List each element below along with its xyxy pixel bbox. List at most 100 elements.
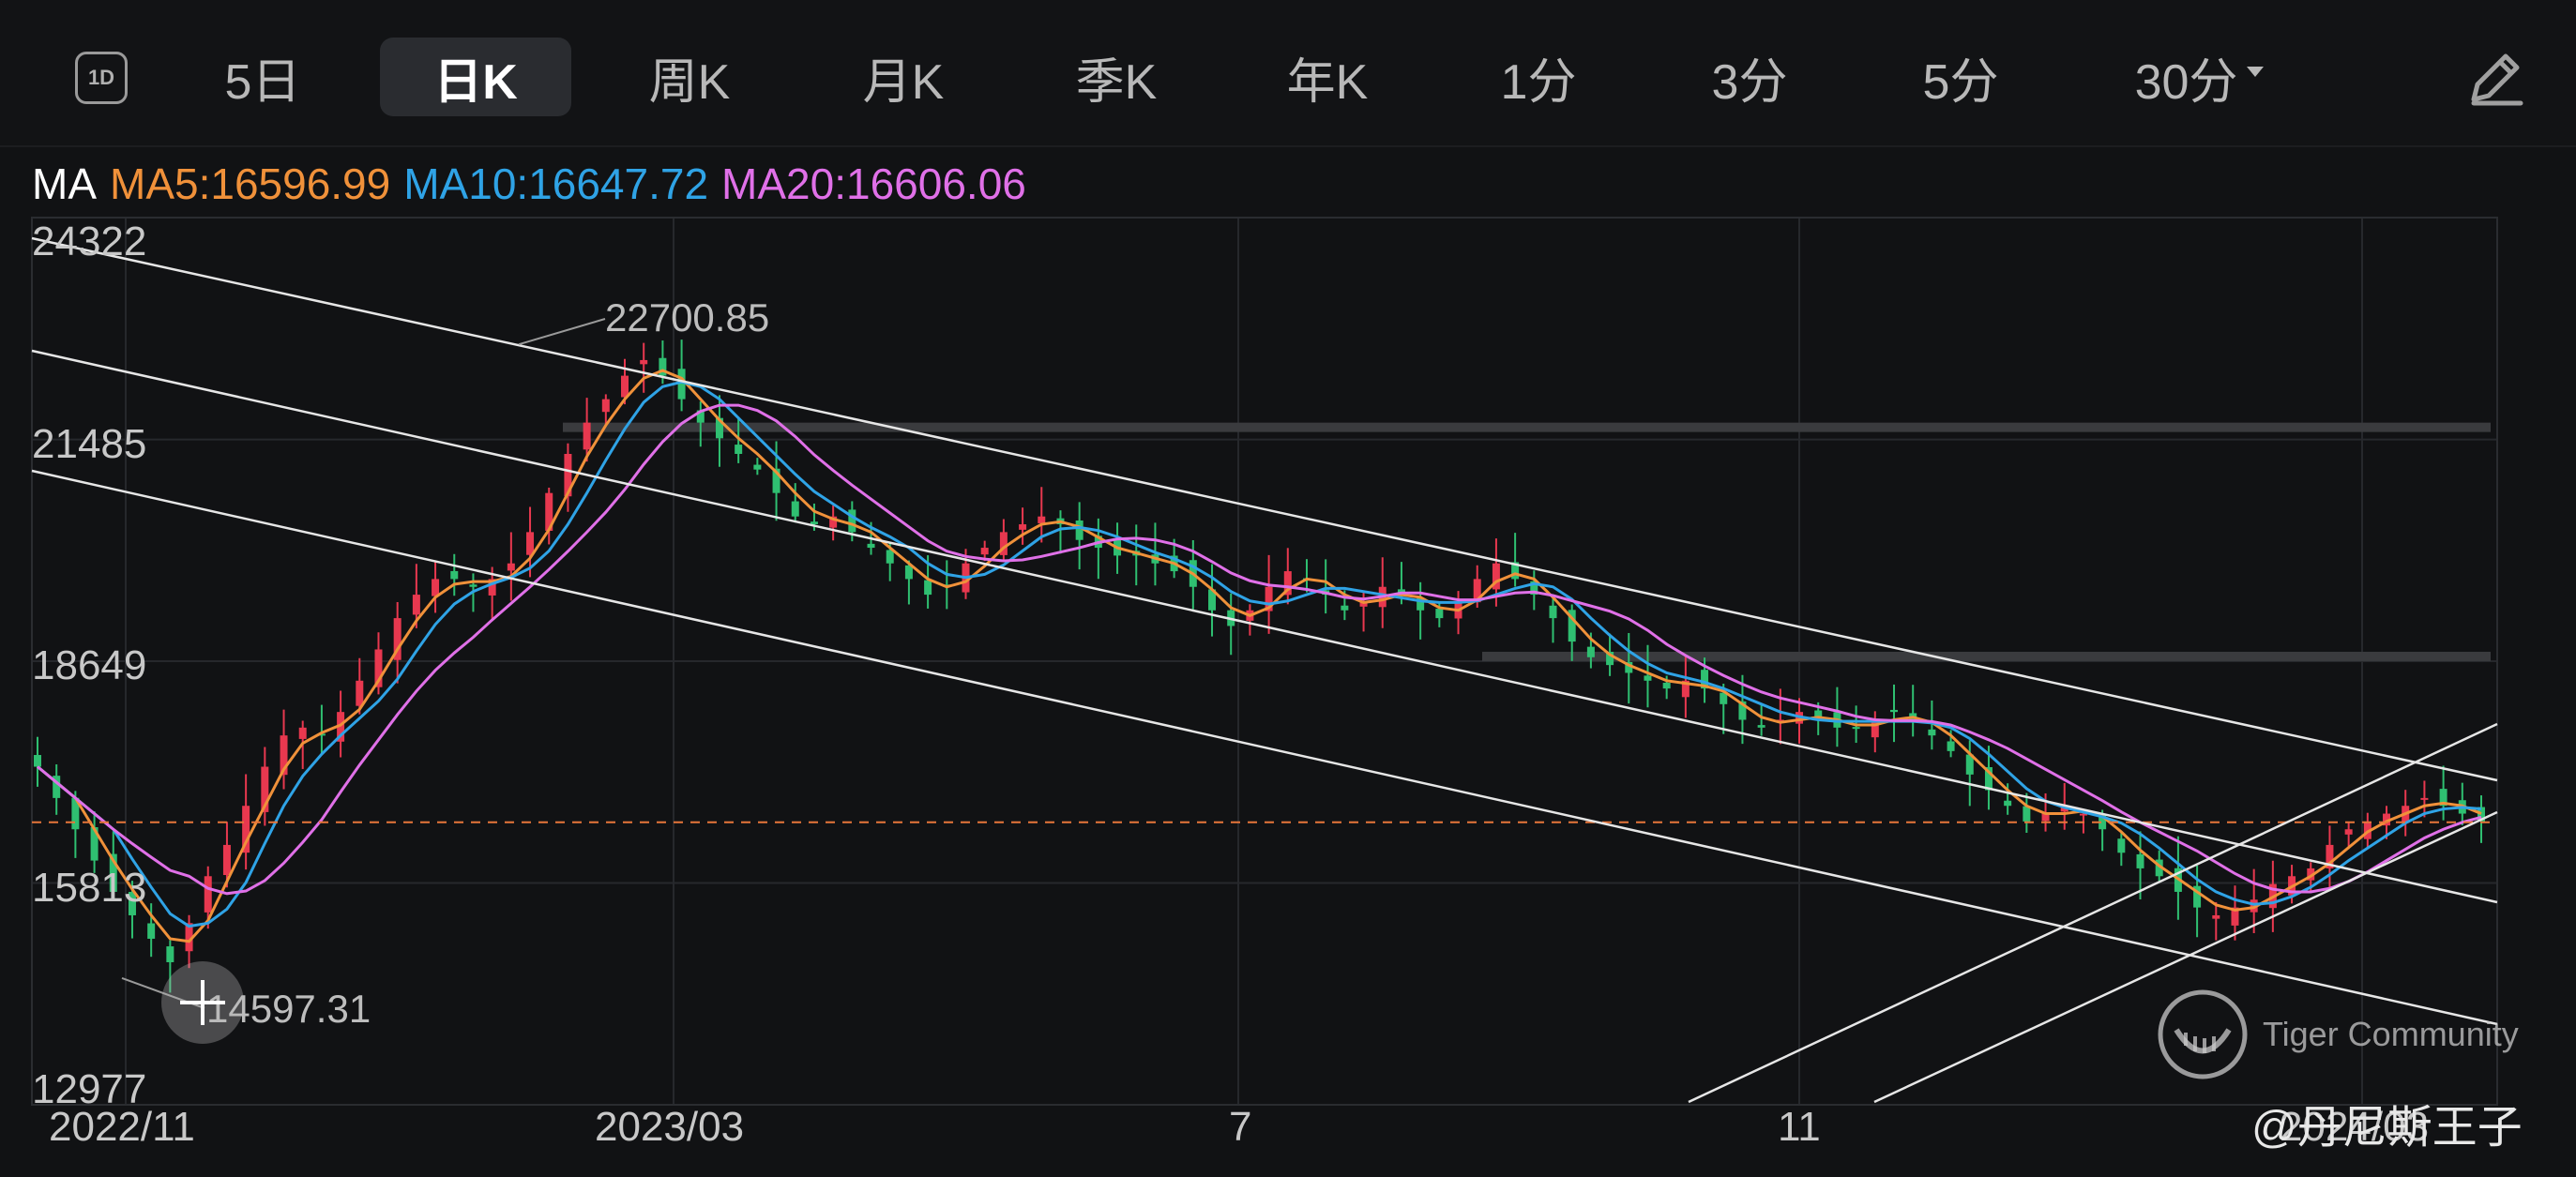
trendline xyxy=(1873,810,2498,1104)
candle-body xyxy=(242,806,250,853)
candle-body xyxy=(1473,579,1481,603)
trendline xyxy=(31,349,2498,904)
candle-body xyxy=(2117,838,2126,853)
candle-body xyxy=(526,532,535,555)
candle-body xyxy=(1947,741,1955,751)
tab-30min[interactable]: 30分 xyxy=(2113,38,2286,116)
candle-body xyxy=(2136,853,2144,868)
candle-body xyxy=(1549,605,1557,619)
candle-body xyxy=(1738,701,1747,720)
candle-body xyxy=(53,776,61,798)
tiger-logo-icon xyxy=(2158,989,2248,1079)
ma5-value: MA5:16596.99 xyxy=(110,159,391,208)
candle-body xyxy=(507,563,515,571)
high-leader-line xyxy=(518,318,606,346)
candle-body xyxy=(1965,754,1974,775)
trendline xyxy=(31,236,2498,782)
candle-body xyxy=(601,399,610,413)
ma10-line xyxy=(37,380,2482,928)
tab-yearly-k[interactable]: 年K xyxy=(1286,54,1369,110)
candle-body xyxy=(867,543,875,549)
candle-body xyxy=(1644,675,1652,681)
candle-body xyxy=(677,369,686,400)
candle-body xyxy=(696,410,705,423)
candle-body xyxy=(2383,813,2391,826)
candle-body xyxy=(1341,605,1349,611)
candle-body xyxy=(1720,692,1728,704)
x-tick-label: 7 xyxy=(1229,1104,1252,1150)
tab-5day[interactable]: 5日 xyxy=(224,54,301,110)
period-selector-icon[interactable]: 1D xyxy=(75,52,128,104)
candle-body xyxy=(2099,814,2107,830)
ma-indicator-row: MA MA5:16596.99 MA10:16647.72 MA20:16606… xyxy=(32,158,1039,210)
chevron-down-icon xyxy=(2247,66,2265,77)
tab-1min[interactable]: 1分 xyxy=(1500,54,1577,110)
candle-body xyxy=(1928,729,1936,736)
tab-monthly-k[interactable]: 月K xyxy=(862,54,945,110)
candle-body xyxy=(1757,725,1765,728)
tab-quarterly-k[interactable]: 季K xyxy=(1075,54,1158,110)
candle-body xyxy=(2023,806,2031,822)
high-price-annotation: 22700.85 xyxy=(605,295,770,340)
y-tick-label: 15813 xyxy=(32,865,147,911)
candle-body xyxy=(904,565,913,580)
candle-body xyxy=(2420,797,2429,800)
candle-body xyxy=(298,727,307,739)
tab-weekly-k[interactable]: 周K xyxy=(648,54,731,110)
candle-body xyxy=(2212,914,2220,919)
candle-body xyxy=(2155,859,2163,877)
candle-body xyxy=(2363,821,2371,839)
candle-body xyxy=(337,712,345,742)
candle-body xyxy=(109,853,117,892)
candle-body xyxy=(166,946,174,962)
candle-body xyxy=(450,570,459,580)
pencil-icon[interactable] xyxy=(2462,45,2528,111)
candle-body xyxy=(735,445,743,454)
candle-body xyxy=(412,595,420,615)
tab-5min[interactable]: 5分 xyxy=(1922,54,1999,110)
candle-body xyxy=(659,357,667,376)
candle-body xyxy=(791,501,799,517)
candle-body xyxy=(1417,597,1425,611)
tiger-community-watermark: Tiger Community xyxy=(2156,985,2519,1084)
candle-body xyxy=(2344,829,2353,835)
candle-body xyxy=(2478,807,2485,822)
candle-body xyxy=(356,680,364,706)
ma20-value: MA20:16606.06 xyxy=(721,159,1026,208)
trendline xyxy=(1688,722,2498,1104)
candle-body xyxy=(1530,581,1538,596)
ma-title: MA xyxy=(32,159,97,208)
x-tick-label: 11 xyxy=(1778,1104,1821,1150)
candle-body xyxy=(261,766,269,812)
candle-body xyxy=(222,844,231,876)
candle-body xyxy=(564,453,572,497)
candle-body xyxy=(128,891,136,915)
candle-body xyxy=(1984,766,1993,791)
candle-body xyxy=(280,735,288,776)
candle-body xyxy=(621,375,629,398)
resistance-zone xyxy=(1482,651,2491,661)
candle-body xyxy=(829,516,838,528)
x-tick-label: 2022/11 xyxy=(49,1104,195,1150)
tab-3min[interactable]: 3分 xyxy=(1711,54,1788,110)
candle-body xyxy=(1359,602,1368,607)
candle-body xyxy=(2079,813,2087,816)
candle-body xyxy=(999,532,1008,555)
low-price-annotation: 14597.31 xyxy=(206,987,371,1031)
candle-body xyxy=(715,417,723,439)
crosshair-icon[interactable] xyxy=(161,961,244,1044)
candle-body xyxy=(1871,719,1879,738)
candle-body xyxy=(2231,907,2239,926)
y-tick-label: 21485 xyxy=(32,421,147,467)
candle-body xyxy=(1586,646,1595,657)
candle-body xyxy=(1625,661,1633,673)
candle-body xyxy=(147,923,156,939)
x-tick-label: 2024/03 xyxy=(2280,1104,2430,1150)
candle-body xyxy=(1435,609,1444,619)
tab-daily-k[interactable]: 日K xyxy=(380,38,571,116)
candle-body xyxy=(1681,680,1690,698)
candle-body xyxy=(753,464,762,470)
candle-body xyxy=(488,579,496,596)
